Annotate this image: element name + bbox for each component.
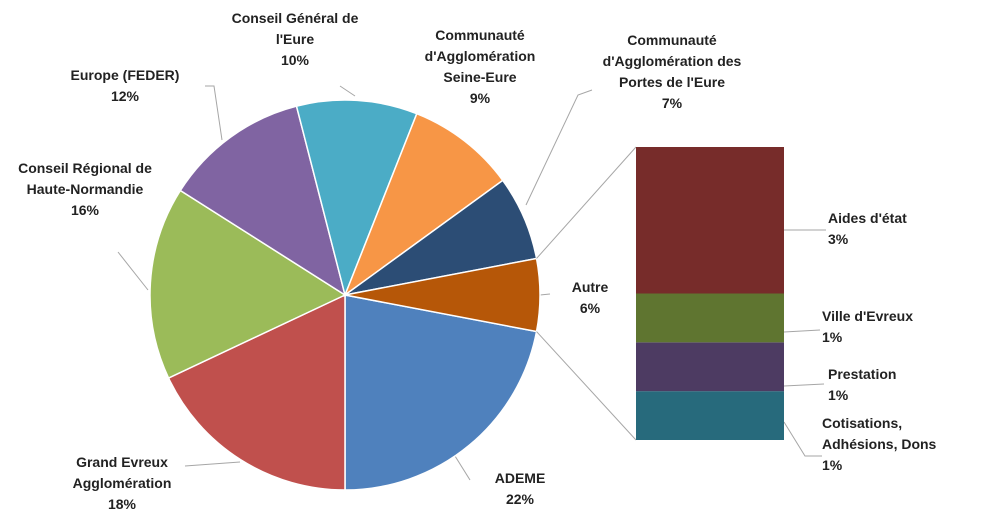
data-label: ADEME 22%: [475, 468, 565, 510]
label-value: 1%: [828, 387, 849, 403]
label-value: 9%: [469, 90, 491, 106]
leader-line: [525, 89, 593, 206]
label-value: 12%: [110, 88, 140, 104]
label-value: 16%: [70, 202, 100, 218]
leader-line: [184, 461, 241, 467]
label-name: Conseil Régional de Haute-Normandie: [18, 160, 152, 197]
data-label: Grand Evreux Agglomération 18%: [52, 452, 192, 515]
data-label: Communauté d'Agglomération des Portes de…: [582, 30, 762, 114]
label-value: 3%: [828, 231, 849, 247]
bar-segment: [636, 342, 784, 392]
label-value: 10%: [280, 52, 310, 68]
leader-line: [117, 251, 149, 291]
leader-line: [539, 293, 551, 296]
label-value: 1%: [822, 457, 843, 473]
bar-segment: [636, 293, 784, 343]
label-name: Prestation: [828, 366, 897, 382]
label-value: 18%: [107, 496, 137, 512]
label-value: 1%: [822, 329, 843, 345]
data-label: Ville d'Evreux 1%: [822, 306, 952, 348]
leader-lines: [117, 85, 826, 481]
pie-slice: [344, 257, 541, 333]
label-name: Aides d'état: [828, 210, 907, 226]
label-value: 6%: [579, 300, 601, 316]
data-label: Cotisations, Adhésions, Dons 1%: [822, 413, 962, 476]
data-label: Europe (FEDER) 12%: [50, 65, 200, 107]
label-name: Communauté d'Agglomération Seine-Eure: [424, 27, 536, 85]
data-label: Communauté d'Agglomération Seine-Eure 9%: [405, 25, 555, 109]
label-value: 22%: [505, 491, 535, 507]
leader-line: [783, 421, 822, 457]
label-value: 7%: [661, 95, 683, 111]
label-name: ADEME: [494, 470, 546, 486]
leader-line: [783, 329, 821, 333]
label-name: Communauté d'Agglomération des Portes de…: [602, 32, 742, 90]
connector-line: [536, 331, 637, 441]
data-label: Autre 6%: [560, 277, 620, 319]
label-name: Autre: [571, 279, 609, 295]
label-name: Conseil Général de l'Eure: [231, 10, 359, 47]
leader-line: [339, 85, 356, 97]
pie-slice: [149, 189, 347, 380]
bar-segment: [636, 391, 784, 440]
bar-segment: [636, 147, 784, 294]
label-name: Cotisations, Adhésions, Dons: [822, 415, 937, 452]
pie-slice: [179, 105, 347, 297]
data-label: Conseil Général de l'Eure 10%: [225, 8, 365, 71]
label-name: Ville d'Evreux: [822, 308, 914, 324]
data-label: Conseil Régional de Haute-Normandie 16%: [10, 158, 160, 221]
connector-line: [536, 146, 637, 259]
pie-slice: [343, 112, 504, 298]
data-label: Prestation 1%: [828, 364, 958, 406]
leader-line: [205, 85, 223, 141]
leader-line: [454, 455, 471, 481]
pie-slice: [295, 99, 418, 298]
leader-line: [783, 383, 825, 387]
pie-slice: [344, 294, 538, 491]
label-name: Grand Evreux Agglomération: [72, 454, 172, 491]
pie-slice: [167, 293, 346, 491]
label-name: Europe (FEDER): [70, 67, 180, 83]
data-label: Aides d'état 3%: [828, 208, 958, 250]
